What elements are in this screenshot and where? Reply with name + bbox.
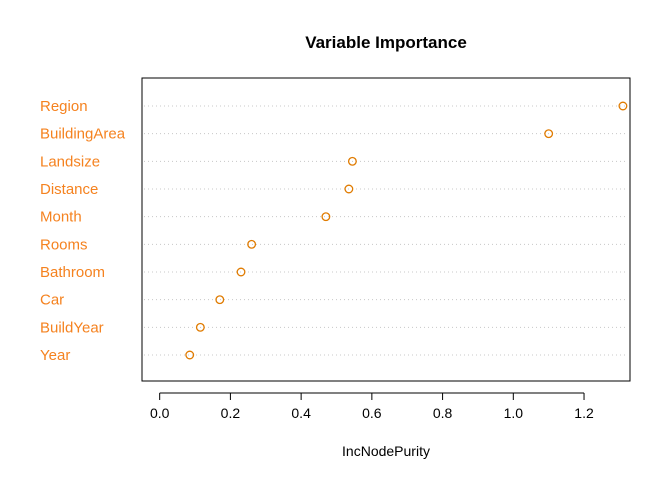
data-points: [185, 101, 628, 360]
x-tick-label: 1.2: [574, 405, 594, 421]
data-point: [247, 239, 257, 249]
data-point: [544, 129, 554, 139]
category-label: BuildYear: [40, 319, 104, 336]
x-tick-label: 0.4: [291, 405, 311, 421]
chart-title: Variable Importance: [305, 33, 467, 52]
data-point: [347, 156, 357, 166]
x-tick-label: 0.6: [362, 405, 382, 421]
data-point: [195, 322, 205, 332]
x-tick-label: 1.0: [504, 405, 524, 421]
category-labels: Region BuildingArea Landsize Distance Month R…: [40, 98, 126, 364]
category-label: Region: [40, 98, 88, 115]
category-label: Bathroom: [40, 264, 105, 281]
x-tick-label: 0.8: [433, 405, 453, 421]
data-point: [618, 101, 628, 111]
data-point: [344, 184, 354, 194]
data-point: [321, 212, 331, 222]
x-axis: 0.0 0.2 0.4 0.6 0.8 1.0 1.2: [150, 392, 594, 421]
x-axis-label: IncNodePurity: [342, 443, 430, 459]
category-label: Distance: [40, 181, 98, 198]
category-label: Landsize: [40, 153, 100, 170]
category-label: BuildingArea: [40, 126, 126, 143]
category-label: Car: [40, 292, 64, 309]
category-label: Year: [40, 347, 70, 364]
data-point: [236, 267, 246, 277]
x-tick-label: 0.0: [150, 405, 170, 421]
plot-frame: [141, 77, 631, 382]
category-label: Rooms: [40, 236, 88, 253]
grid-lines: [144, 105, 628, 356]
data-point: [215, 295, 225, 305]
data-point: [185, 350, 195, 360]
category-label: Month: [40, 209, 82, 226]
x-tick-label: 0.2: [221, 405, 241, 421]
